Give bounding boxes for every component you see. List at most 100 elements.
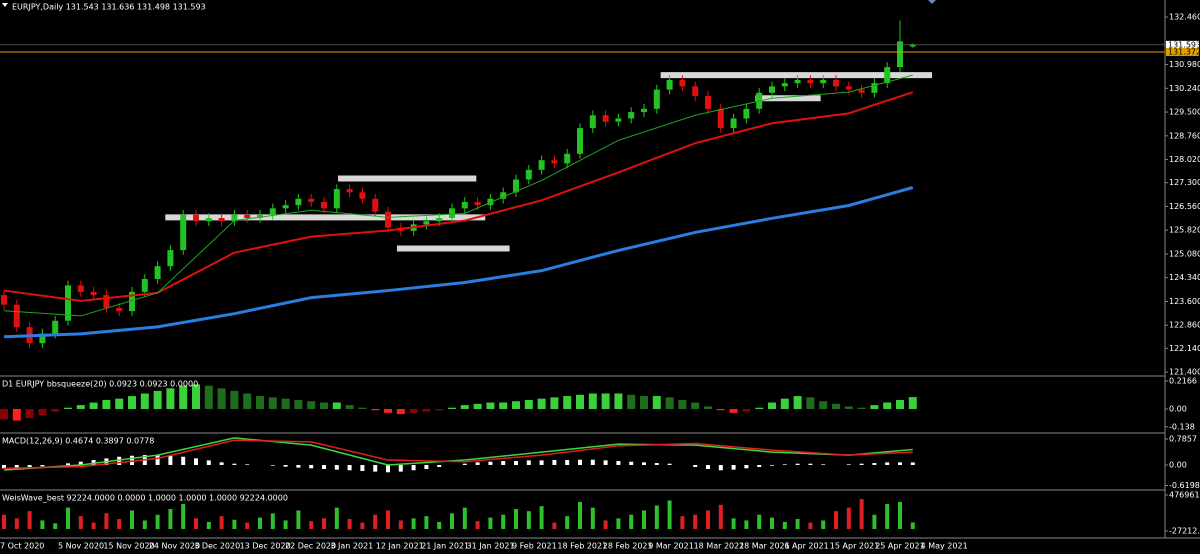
candle-body xyxy=(807,79,814,84)
histogram-bar xyxy=(603,460,608,466)
histogram-bar xyxy=(232,463,237,466)
histogram-bar xyxy=(755,407,764,409)
volume-bar xyxy=(40,520,45,529)
histogram-bar xyxy=(742,408,751,412)
candle-body xyxy=(525,169,532,180)
histogram-bar xyxy=(345,405,354,409)
candle-body xyxy=(871,83,878,93)
histogram-bar xyxy=(409,408,418,413)
histogram-bar xyxy=(371,408,380,411)
y-tick-label: 125.080 xyxy=(1169,249,1200,258)
candle-body xyxy=(167,250,174,267)
candle-body xyxy=(244,214,251,219)
candle-body xyxy=(52,320,59,334)
volume-bar xyxy=(130,510,134,529)
histogram-bar xyxy=(411,465,416,471)
candle-body xyxy=(141,279,148,292)
histogram-bar xyxy=(910,462,915,466)
histogram-bar xyxy=(322,465,326,469)
candle-body xyxy=(333,189,340,209)
candle-body xyxy=(666,79,673,90)
histogram-bar xyxy=(386,465,390,473)
histogram-bar xyxy=(821,464,826,466)
candle-body xyxy=(436,218,443,222)
candle-body xyxy=(589,115,596,129)
volume-bar xyxy=(437,521,442,529)
shift-marker xyxy=(928,0,936,4)
candle-body xyxy=(308,198,315,202)
candle-body xyxy=(103,295,110,308)
candle-body xyxy=(385,211,391,228)
volume-bar xyxy=(744,520,749,529)
candle-body xyxy=(884,67,891,84)
volume-bar xyxy=(770,517,774,529)
x-tick-label: 31 Jan 2021 xyxy=(467,542,515,551)
histogram-bar xyxy=(396,408,405,415)
histogram-bar xyxy=(102,399,111,409)
volume-bar xyxy=(552,522,557,529)
histogram-bar xyxy=(268,397,277,409)
histogram-bar xyxy=(38,408,47,416)
y-tick-label: 122.140 xyxy=(1169,344,1200,353)
histogram-bar xyxy=(526,460,531,466)
indicator-line xyxy=(3,186,914,339)
candle-body xyxy=(449,208,455,219)
volume-bar xyxy=(424,516,429,529)
histogram-bar xyxy=(883,402,892,409)
candle-body xyxy=(551,160,558,164)
volume-bar xyxy=(514,509,518,529)
panel-title: EURJPY,Daily 131.543 131.636 131.498 131… xyxy=(12,3,206,12)
x-tick-label: 12 Jan 2021 xyxy=(376,542,424,551)
histogram-bar xyxy=(872,463,877,466)
candle-body xyxy=(705,95,711,109)
histogram-bar xyxy=(832,403,840,409)
histogram-bar xyxy=(140,393,149,409)
y-tick-label: 123.600 xyxy=(1169,297,1200,306)
histogram-bar xyxy=(204,385,213,409)
histogram-bar xyxy=(716,408,725,411)
y-tick-label: 122.860 xyxy=(1169,321,1200,330)
candle-body xyxy=(193,214,199,222)
histogram-bar xyxy=(844,406,853,409)
histogram-bar xyxy=(627,394,636,409)
candle-body xyxy=(500,192,507,199)
histogram-bar xyxy=(486,402,495,409)
histogram-bar xyxy=(283,465,288,467)
volume-bar xyxy=(2,514,6,529)
histogram-bar xyxy=(89,402,98,409)
volume-bar xyxy=(373,514,378,529)
candle-body xyxy=(461,201,468,209)
candle-body xyxy=(180,214,187,251)
histogram-bar xyxy=(309,465,314,469)
volume-bar xyxy=(565,516,570,529)
histogram-bar xyxy=(768,402,776,409)
volume-bar xyxy=(27,511,32,529)
volume-bar xyxy=(283,520,288,529)
histogram-bar xyxy=(576,394,584,409)
histogram-bar xyxy=(908,397,917,409)
histogram-bar xyxy=(729,408,738,413)
candle-body xyxy=(295,198,302,206)
volume-bar xyxy=(808,522,813,529)
histogram-bar xyxy=(91,460,96,466)
histogram-bar xyxy=(0,408,8,420)
histogram-bar xyxy=(76,405,85,409)
histogram-bar xyxy=(898,462,902,466)
histogram-bar xyxy=(552,460,557,466)
last-price-box xyxy=(1166,40,1199,49)
histogram-bar xyxy=(475,462,480,466)
histogram-bar xyxy=(499,402,508,409)
candle-body xyxy=(269,208,276,215)
histogram-bar xyxy=(334,465,339,470)
volume-bar xyxy=(642,510,646,529)
volume-bar xyxy=(821,520,826,529)
histogram-bar xyxy=(243,393,252,409)
histogram-bar xyxy=(731,465,736,470)
menu-arrow[interactable] xyxy=(2,3,8,7)
x-tick-label: 18 Mar 2021 xyxy=(694,542,745,551)
histogram-bar xyxy=(640,396,648,409)
candle-body xyxy=(359,192,366,199)
histogram-bar xyxy=(808,463,813,466)
candle-body xyxy=(513,179,519,193)
x-tick-label: 15 Nov 2020 xyxy=(103,542,154,551)
